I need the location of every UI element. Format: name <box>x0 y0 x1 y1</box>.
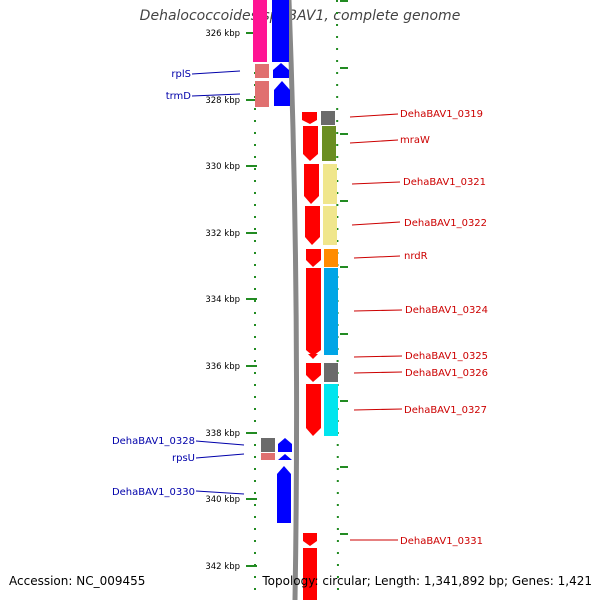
plus-strand-genes <box>302 111 338 600</box>
gene-label-trmD[interactable]: trmD <box>166 91 192 102</box>
gene-feature[interactable] <box>253 0 267 62</box>
scale-tick-label: 340 kbp <box>205 495 240 505</box>
gene-feature-rplS-cog[interactable] <box>255 64 269 78</box>
gene-labels: rplS trmD DehaBAV1_0319 mraW DehaBAV1_0321 De… <box>112 69 488 547</box>
gene-label-DehaBAV1_0319[interactable]: DehaBAV1_0319 <box>400 109 483 120</box>
gene-arrow-nrdR[interactable] <box>306 249 321 267</box>
scale-tick-label: 338 kbp <box>205 429 240 439</box>
gene-feature[interactable] <box>303 548 317 600</box>
gene-feature-DehaBAV1_0327-cog[interactable] <box>324 384 338 436</box>
scale-tick-label: 342 kbp <box>205 562 240 572</box>
gene-label-rpsU[interactable]: rpsU <box>172 453 195 464</box>
minus-strand-genes <box>253 0 292 523</box>
gene-feature[interactable] <box>272 0 289 62</box>
gene-label-DehaBAV1_0324[interactable]: DehaBAV1_0324 <box>405 305 488 316</box>
gene-label-DehaBAV1_0330[interactable]: DehaBAV1_0330 <box>112 487 195 498</box>
gene-label-mraW[interactable]: mraW <box>400 135 430 146</box>
gene-feature-DehaBAV1_0321-cog[interactable] <box>323 164 337 204</box>
gene-arrow-rplS[interactable] <box>273 63 289 78</box>
gene-arrow-DehaBAV1_0331[interactable] <box>303 533 317 546</box>
gene-arrow-DehaBAV1_0324[interactable] <box>306 268 321 356</box>
accession-label: Accession: NC_009455 <box>9 574 146 588</box>
gene-label-DehaBAV1_0321[interactable]: DehaBAV1_0321 <box>403 177 486 188</box>
gene-arrow-DehaBAV1_0330[interactable] <box>277 466 291 523</box>
map-title: Dehalococcoides sp. BAV1, complete genom… <box>139 8 461 24</box>
gene-feature-trmD-cog[interactable] <box>255 81 269 107</box>
scale-tick-label: 334 kbp <box>205 295 240 305</box>
gene-label-DehaBAV1_0327[interactable]: DehaBAV1_0327 <box>404 405 487 416</box>
gene-arrow-DehaBAV1_0327[interactable] <box>306 384 321 436</box>
gene-label-DehaBAV1_0331[interactable]: DehaBAV1_0331 <box>400 536 483 547</box>
scale-tick-label: 326 kbp <box>205 29 240 39</box>
gene-feature-mraW-cog[interactable] <box>322 126 336 161</box>
scale-tick-label: 330 kbp <box>205 162 240 172</box>
gene-arrow-DehaBAV1_0319[interactable] <box>302 112 317 124</box>
gene-arrow-rpsU[interactable] <box>278 454 292 460</box>
gene-label-DehaBAV1_0326[interactable]: DehaBAV1_0326 <box>405 368 488 379</box>
genome-backbone <box>286 0 300 600</box>
gene-arrow-trmD[interactable] <box>274 81 290 106</box>
gene-arrow-DehaBAV1_0321[interactable] <box>304 164 319 204</box>
scale-ticks: 326 kbp 328 kbp 330 kbp 332 kbp 334 kbp 336 k… <box>205 0 348 572</box>
gene-label-nrdR[interactable]: nrdR <box>404 251 428 262</box>
gene-arrow-mraW[interactable] <box>303 126 318 161</box>
scale-tick-label: 336 kbp <box>205 362 240 372</box>
scale-tick-label: 328 kbp <box>205 96 240 106</box>
genome-summary: Topology: circular; Length: 1,341,892 bp… <box>262 574 592 588</box>
gene-label-DehaBAV1_0328[interactable]: DehaBAV1_0328 <box>112 436 195 447</box>
gene-arrow-DehaBAV1_0328[interactable] <box>278 438 292 452</box>
gene-arrow-DehaBAV1_0325[interactable] <box>308 354 318 359</box>
scale-tick-label: 332 kbp <box>205 229 240 239</box>
gene-feature-DehaBAV1_0328-cog[interactable] <box>261 438 275 452</box>
gene-feature-DehaBAV1_0319-cog[interactable] <box>321 111 335 125</box>
gene-feature-DehaBAV1_0324-cog[interactable] <box>324 268 338 355</box>
gene-feature-DehaBAV1_0322-cog[interactable] <box>323 206 337 245</box>
gene-arrow-DehaBAV1_0322[interactable] <box>305 206 320 245</box>
gene-feature-nrdR-cog[interactable] <box>324 249 338 267</box>
gene-label-DehaBAV1_0322[interactable]: DehaBAV1_0322 <box>404 218 487 229</box>
label-leaders <box>191 70 403 541</box>
gene-arrow-DehaBAV1_0326[interactable] <box>306 363 321 382</box>
gene-label-DehaBAV1_0325[interactable]: DehaBAV1_0325 <box>405 351 488 362</box>
gene-feature-DehaBAV1_0326-cog[interactable] <box>324 363 338 382</box>
gene-feature-rpsU-cog[interactable] <box>261 453 275 460</box>
gene-label-rplS[interactable]: rplS <box>171 69 191 80</box>
